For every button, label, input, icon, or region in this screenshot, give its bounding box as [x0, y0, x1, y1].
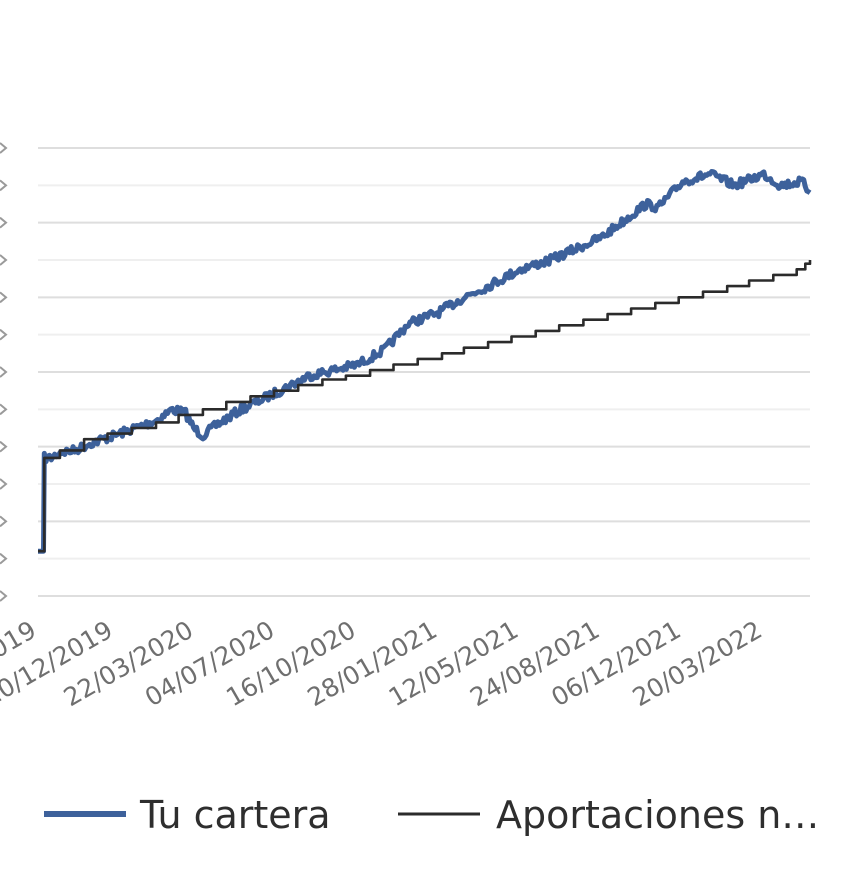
y-tick-mark — [0, 328, 8, 341]
y-tick-mark — [0, 478, 8, 490]
legend-label-0: Tu cartera — [139, 793, 331, 837]
legend: Tu cartera Aportaciones n… — [44, 793, 819, 837]
x-axis-tick-labels: 09/201910/12/201922/03/202004/07/202016/… — [0, 615, 767, 712]
y-tick-mark — [0, 440, 8, 453]
y-tick-mark — [0, 142, 8, 154]
y-axis-tick-marks — [0, 142, 8, 602]
series-layer — [37, 169, 812, 554]
y-tick-mark — [0, 590, 8, 602]
y-tick-mark — [0, 515, 8, 528]
legend-label-1: Aportaciones n… — [496, 793, 819, 837]
y-tick-mark — [0, 552, 8, 565]
y-tick-mark — [0, 291, 8, 304]
y-tick-mark — [0, 254, 8, 266]
y-tick-mark — [0, 366, 8, 378]
y-tick-mark — [0, 216, 8, 229]
grid-layer — [38, 147, 810, 597]
series-line-1 — [38, 260, 812, 553]
series-line-0 — [37, 169, 812, 554]
y-tick-mark — [0, 179, 8, 192]
y-tick-mark — [0, 403, 8, 416]
